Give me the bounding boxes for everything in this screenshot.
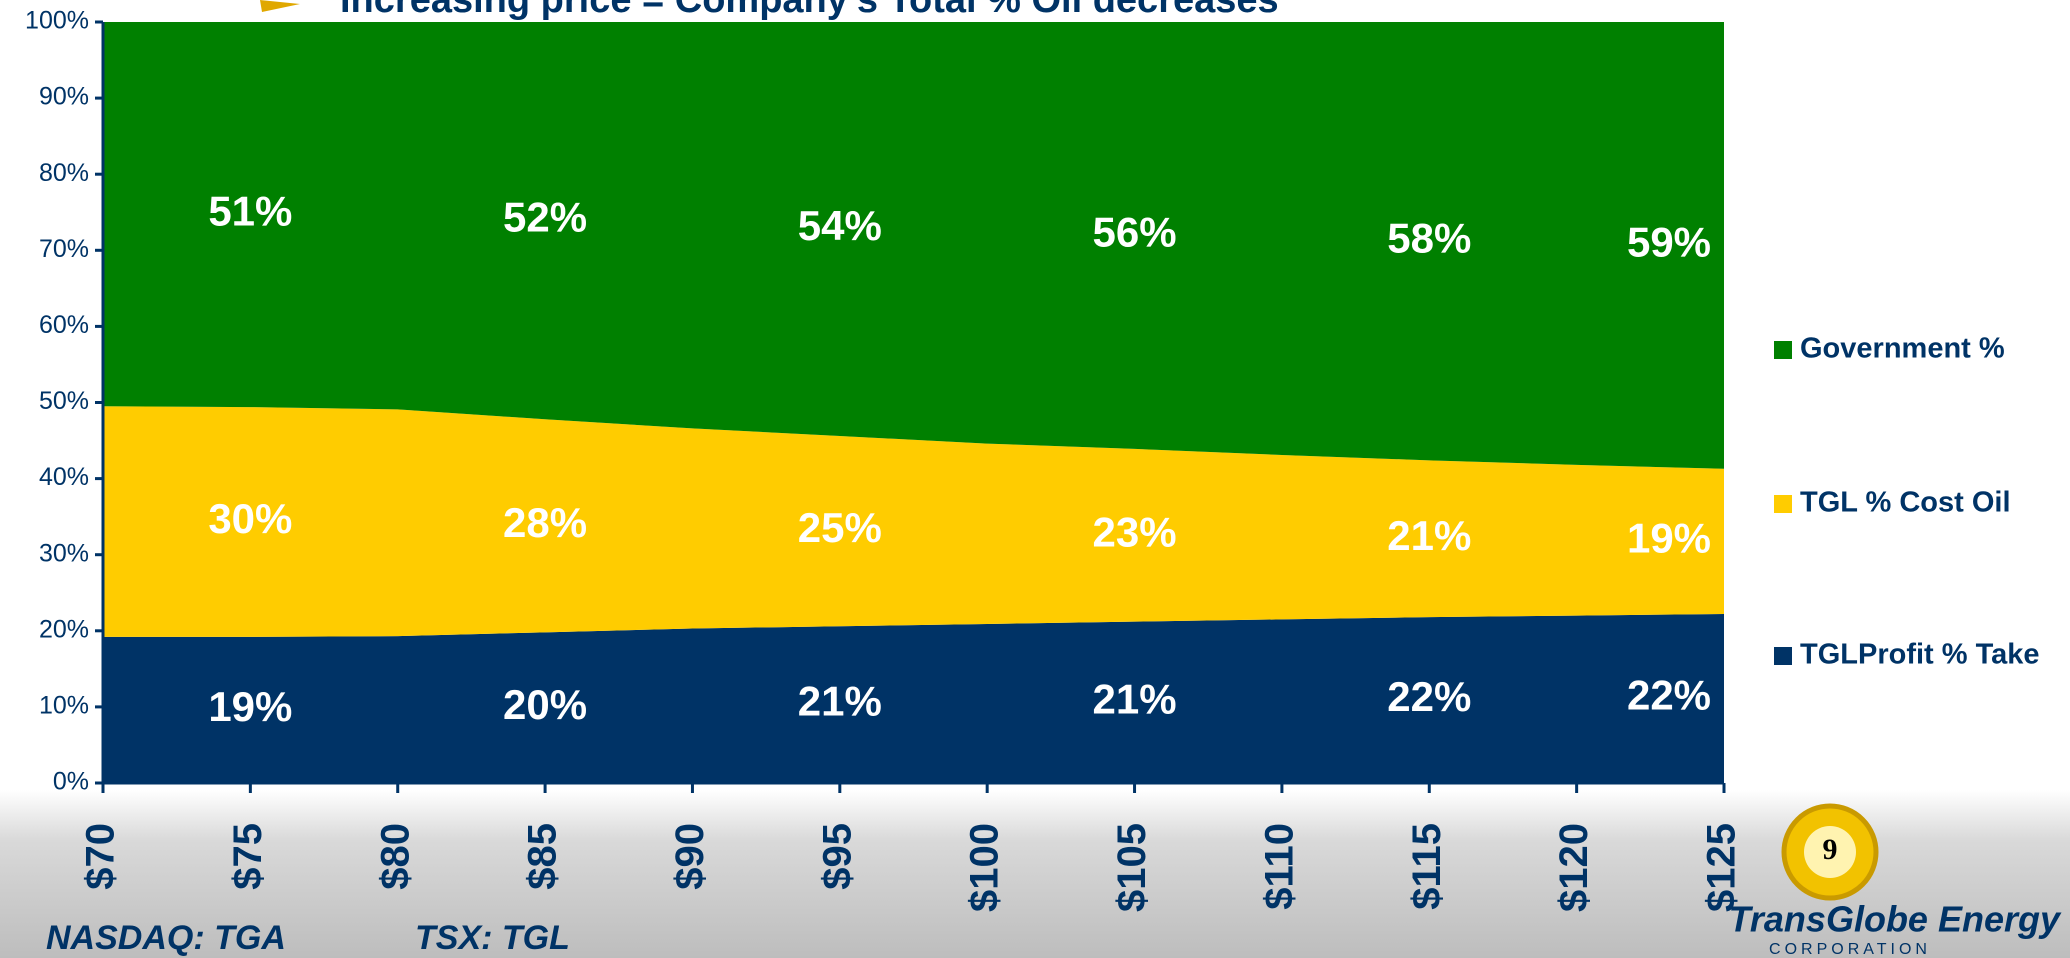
legend-label: TGLProfit % Take [1800,639,2040,671]
data-label: 21% [1387,512,1471,559]
page-number: 9 [1823,833,1838,866]
x-tick-label: $120 [1552,823,1596,912]
data-label: 28% [503,499,587,546]
x-tick-label: $115 [1405,823,1449,910]
data-label: 22% [1387,673,1471,720]
footer-middle: TSX: TGL [415,919,570,957]
y-tick-label: 80% [39,159,89,187]
area [103,614,1724,783]
legend-label: Government % [1800,333,2005,365]
y-tick-label: 100% [25,7,89,35]
legend-swatch [1774,647,1792,665]
data-label: 19% [208,683,292,730]
data-label: 23% [1093,508,1177,555]
logo-subtext: CORPORATION [1769,941,1931,958]
y-tick-label: 10% [39,692,89,720]
data-label: 52% [503,194,587,241]
data-label: 20% [503,681,587,728]
y-tick-label: 60% [39,311,89,339]
y-tick-label: 30% [39,539,89,567]
x-tick-label: $85 [521,823,565,890]
footer-background [0,790,2070,958]
data-label: 56% [1093,209,1177,256]
chart-title: Increasing price = Company's Total % Oil… [340,0,1279,21]
data-label: 59% [1627,218,1711,265]
y-tick-label: 40% [39,463,89,491]
y-tick-label: 90% [39,83,89,111]
data-label: 54% [798,202,882,249]
y-tick-label: 50% [39,387,89,415]
data-label: 19% [1627,514,1711,561]
footer-left: NASDAQ: TGA [46,919,286,957]
bullet [260,0,300,12]
x-tick-label: $95 [815,823,859,890]
x-tick-label: $125 [1700,823,1744,912]
data-label: 51% [208,188,292,235]
y-tick-label: 20% [39,615,89,643]
area [103,22,1724,469]
x-tick-label: $100 [963,823,1007,912]
x-tick-label: $80 [373,823,417,890]
legend-swatch [1774,341,1792,359]
area [103,406,1724,637]
data-label: 21% [798,678,882,725]
data-label: 21% [1093,675,1177,722]
data-label: 58% [1387,214,1471,261]
legend-swatch [1774,495,1792,513]
logo-text: TransGlobe Energy [1729,899,2062,940]
legend-label: TGL % Cost Oil [1800,487,2011,519]
data-label: 22% [1627,672,1711,719]
x-tick-label: $110 [1257,823,1301,910]
x-tick-label: $105 [1110,823,1154,912]
x-tick-label: $90 [668,823,712,890]
data-label: 30% [208,495,292,542]
x-tick-label: $75 [226,823,270,890]
y-tick-label: 70% [39,235,89,263]
y-tick-label: 0% [53,768,89,796]
x-tick-label: $70 [79,823,123,890]
logo-inner [1804,826,1856,878]
data-label: 25% [798,504,882,551]
